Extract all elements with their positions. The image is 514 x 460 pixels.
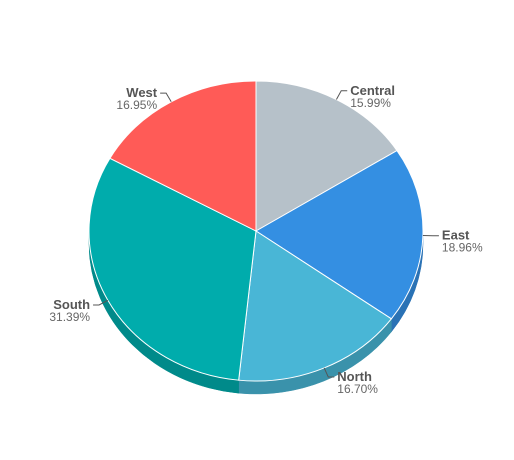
pie-label-name-north: North	[337, 369, 372, 384]
pie-slice-north[interactable]	[238, 230, 393, 382]
pie-label-value-west: 16.95%	[116, 98, 157, 112]
pie-label-name-east: East	[442, 228, 470, 243]
pie-leader-line-west	[160, 92, 172, 103]
pie-label-name-south: South	[53, 297, 90, 312]
pie-slice-west[interactable]	[109, 80, 257, 232]
pie-leader-line-south	[93, 299, 109, 306]
pie-label-value-south: 31.39%	[49, 310, 90, 324]
pie-slices	[88, 80, 424, 382]
pie-leader-line-central	[335, 90, 348, 100]
pie-slice-south[interactable]	[88, 157, 257, 381]
pie-leader-line-north	[323, 367, 335, 378]
pie-label-value-central: 15.99%	[350, 96, 391, 110]
pie-slice-east[interactable]	[255, 149, 424, 320]
pie-label-value-north: 16.70%	[337, 382, 378, 396]
pie-label-name-central: Central	[350, 83, 395, 98]
pie-label-name-west: West	[126, 85, 157, 100]
pie-label-value-east: 18.96%	[442, 241, 483, 255]
